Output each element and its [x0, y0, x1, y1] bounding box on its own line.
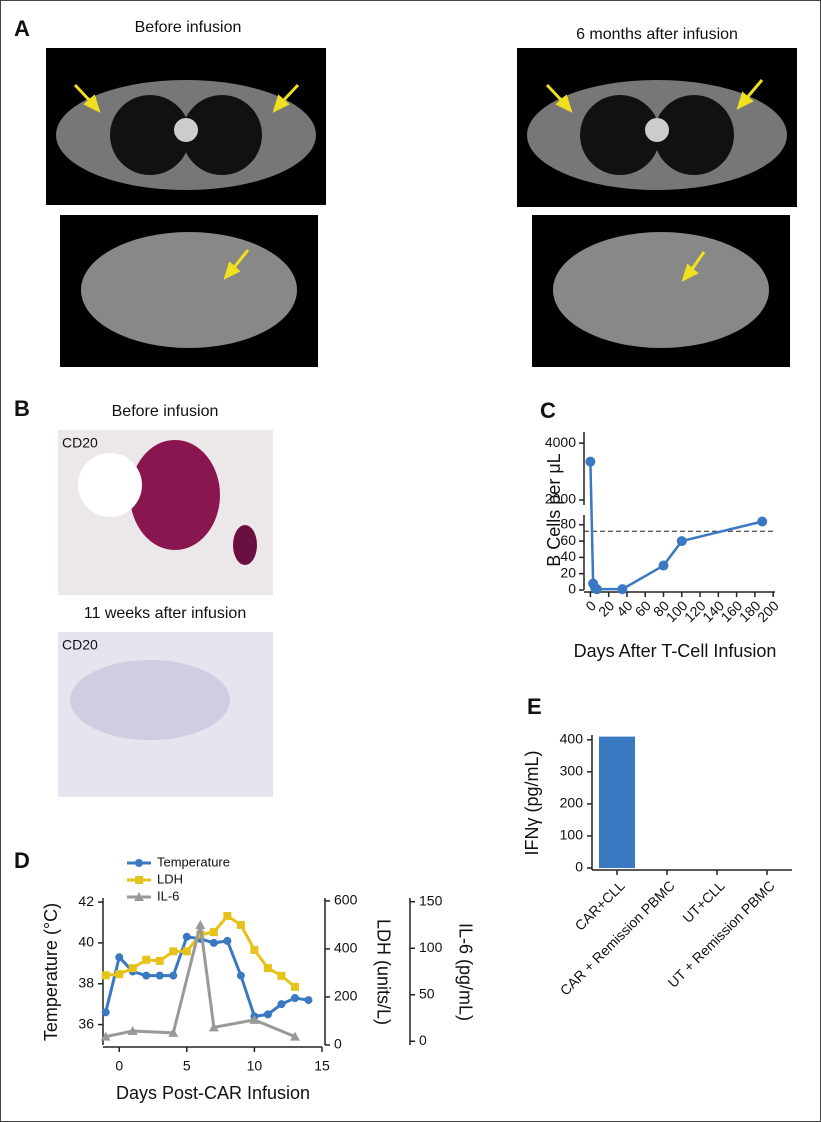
panel-label: D [14, 848, 30, 873]
marker [290, 994, 299, 1003]
y-tick-label: 0 [334, 1036, 342, 1052]
marker [169, 947, 178, 956]
stain-label: CD20 [62, 637, 98, 653]
marker [676, 536, 687, 547]
y-tick-label: 40 [78, 934, 94, 950]
marker [169, 971, 178, 980]
y-axis-label: IFNγ (pg/mL) [522, 750, 542, 855]
marker [135, 876, 143, 884]
marker [135, 859, 143, 867]
y-tick-label: 2000 [545, 491, 576, 507]
marker [209, 928, 218, 937]
x-axis-label: Days Post-CAR Infusion [116, 1083, 310, 1103]
y-tick-label: 200 [334, 988, 358, 1004]
marker [263, 1010, 272, 1019]
legend-label: LDH [157, 871, 183, 886]
y-tick-label: 38 [78, 974, 94, 990]
marker [658, 560, 669, 571]
marker [209, 938, 218, 947]
marker [290, 982, 299, 991]
x-tick-label: 0 [115, 1058, 123, 1074]
y-tick-label: 42 [78, 893, 94, 909]
y-axis-label: B Cells per μL [544, 453, 564, 566]
y-axis-label: Temperature (°C) [41, 903, 61, 1041]
y2-axis-label: LDH (units/L) [373, 919, 393, 1025]
y-tick-label: 4000 [545, 434, 576, 450]
caption: Before infusion [135, 19, 242, 36]
marker [100, 1031, 111, 1041]
x-tick-label: 5 [183, 1058, 191, 1074]
y-tick-label: 80 [560, 515, 576, 531]
marker [236, 971, 245, 980]
marker [182, 947, 191, 956]
histology-images [58, 430, 273, 797]
marker [142, 955, 151, 964]
panel-label: A [14, 16, 30, 41]
marker [223, 912, 232, 921]
marker [127, 1026, 138, 1036]
marker [617, 584, 628, 595]
marker [115, 953, 124, 962]
x-tick-label: 15 [314, 1058, 330, 1074]
y-tick-label: 0 [568, 581, 576, 597]
y-tick-label: 150 [419, 892, 443, 908]
marker [757, 516, 768, 527]
panel-label: B [14, 396, 30, 421]
marker [277, 971, 286, 980]
legend-label: IL-6 [157, 888, 179, 903]
marker [155, 956, 164, 965]
x-tick-label: 10 [247, 1058, 263, 1074]
y-tick-label: 36 [78, 1015, 94, 1031]
marker [289, 1031, 300, 1041]
y-tick-label: 400 [334, 940, 358, 956]
marker [168, 1027, 179, 1037]
marker [223, 936, 232, 945]
y-tick-label: 60 [560, 532, 576, 548]
stain-label: CD20 [62, 435, 98, 451]
marker [155, 971, 164, 980]
marker [195, 919, 206, 929]
data-line [104, 935, 309, 1019]
y-tick-label: 0 [419, 1032, 427, 1048]
marker [208, 1022, 219, 1032]
marker [182, 932, 191, 941]
y3-axis-label: IL-6 (pg/mL) [455, 923, 475, 1021]
marker [304, 996, 313, 1005]
y-tick-label: 400 [560, 731, 584, 747]
y-tick-label: 100 [560, 827, 584, 843]
marker [128, 964, 137, 973]
panel-label: C [540, 398, 556, 423]
y-tick-label: 100 [419, 939, 443, 955]
marker [249, 1014, 260, 1024]
marker [101, 1008, 110, 1017]
caption: 11 weeks after infusion [84, 605, 246, 622]
caption: 6 months after infusion [576, 26, 738, 43]
marker [277, 1000, 286, 1009]
marker [250, 945, 259, 954]
y-tick-label: 20 [560, 564, 576, 580]
y-tick-label: 600 [334, 892, 358, 908]
legend-label: Temperature [157, 854, 230, 869]
marker [134, 892, 144, 901]
y-tick-label: 0 [575, 859, 583, 875]
y-tick-label: 50 [419, 985, 435, 1001]
marker [263, 964, 272, 973]
marker [101, 971, 110, 980]
y-tick-label: 300 [560, 763, 584, 779]
marker [585, 456, 596, 467]
marker [115, 970, 124, 979]
bar [599, 736, 635, 868]
y-tick-label: 200 [560, 795, 584, 811]
marker [236, 920, 245, 929]
ct-images [46, 48, 797, 367]
marker [591, 584, 602, 595]
x-axis-label: Days After T-Cell Infusion [574, 641, 777, 661]
caption: Before infusion [112, 403, 219, 420]
y-tick-label: 40 [560, 548, 576, 564]
marker [142, 971, 151, 980]
panel-label: E [527, 694, 542, 719]
